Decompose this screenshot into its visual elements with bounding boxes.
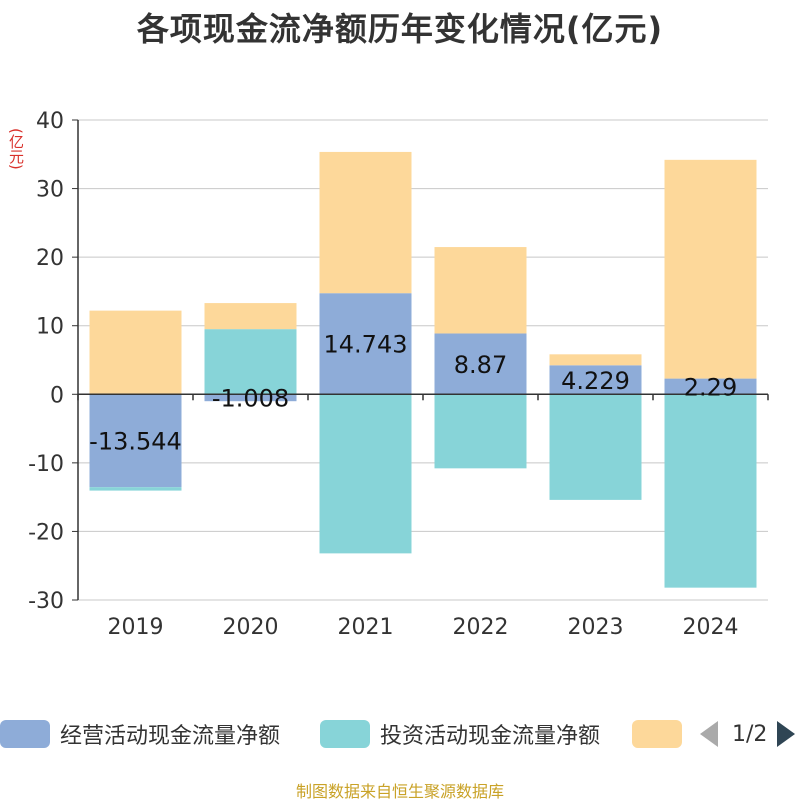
x-tick-label: 2021 xyxy=(338,615,394,640)
legend-prev-page-icon[interactable] xyxy=(700,721,718,747)
legend-label-operating: 经营活动现金流量净额 xyxy=(60,724,281,749)
x-tick-label: 2020 xyxy=(223,615,279,640)
legend: 经营活动现金流量净额 投资活动现金流量净额 1/2 xyxy=(0,716,800,752)
bar-2022-series-2 xyxy=(434,247,527,334)
x-tick-label: 2022 xyxy=(453,615,509,640)
chart-title: 各项现金流净额历年变化情况(亿元) xyxy=(136,10,664,48)
bar-2021-series-2 xyxy=(319,151,412,294)
legend-item-investing[interactable]: 投资活动现金流量净额 xyxy=(320,716,600,752)
x-tick-label: 2023 xyxy=(568,615,624,640)
legend-swatch-investing xyxy=(320,720,370,748)
x-tick-label: 2024 xyxy=(683,615,739,640)
bar-2023-series-0 xyxy=(549,365,642,395)
data-label: 2.29 xyxy=(684,373,737,401)
bar-2024-series-0 xyxy=(664,378,757,395)
y-tick-label: -30 xyxy=(28,589,64,614)
legend-page-indicator: 1/2 xyxy=(732,721,768,747)
bar-2024-series-1 xyxy=(664,394,757,588)
y-tick-label: 0 xyxy=(50,383,64,408)
data-label: 14.743 xyxy=(324,331,408,359)
legend-label-investing: 投资活动现金流量净额 xyxy=(380,724,601,749)
bar-2021-series-1 xyxy=(319,394,412,554)
y-tick-label: 20 xyxy=(36,246,64,271)
y-tick-label: 30 xyxy=(36,178,64,203)
bar-2020-series-2 xyxy=(204,303,297,330)
y-axis-unit-label: (亿元) xyxy=(7,128,25,170)
legend-next-page-icon[interactable] xyxy=(777,721,796,747)
bar-2021-series-0 xyxy=(319,293,412,395)
bar-2019-series-2 xyxy=(89,310,182,395)
bar-2024-series-2 xyxy=(664,159,757,379)
bar-2022-series-0 xyxy=(434,333,527,395)
y-tick-label: 40 xyxy=(36,109,64,134)
bar-2022-series-1 xyxy=(434,394,527,469)
bar-2023-series-1 xyxy=(549,394,642,500)
data-label: -13.544 xyxy=(89,428,182,456)
source-footer: 制图数据来自恒生聚源数据库 xyxy=(295,782,504,801)
legend-swatch-third xyxy=(632,720,682,748)
x-tick-label: 2019 xyxy=(108,615,164,640)
bar-2020-series-1 xyxy=(204,329,297,395)
data-label: 8.87 xyxy=(454,351,507,379)
y-tick-label: -20 xyxy=(28,520,64,545)
y-tick-label: 10 xyxy=(36,315,64,340)
legend-item-operating[interactable]: 经营活动现金流量净额 xyxy=(0,716,280,752)
legend-item-third[interactable] xyxy=(632,716,692,752)
data-label: 4.229 xyxy=(561,367,630,395)
data-label: -1.008 xyxy=(212,385,289,413)
legend-swatch-operating xyxy=(0,720,50,748)
bar-2023-series-2 xyxy=(549,354,642,366)
bar-2020-series-0 xyxy=(204,394,297,402)
bar-2019-series-0 xyxy=(89,394,182,488)
y-tick-label: -10 xyxy=(28,452,64,477)
legend-pager: 1/2 xyxy=(700,716,796,752)
bar-2019-series-1 xyxy=(89,487,182,491)
